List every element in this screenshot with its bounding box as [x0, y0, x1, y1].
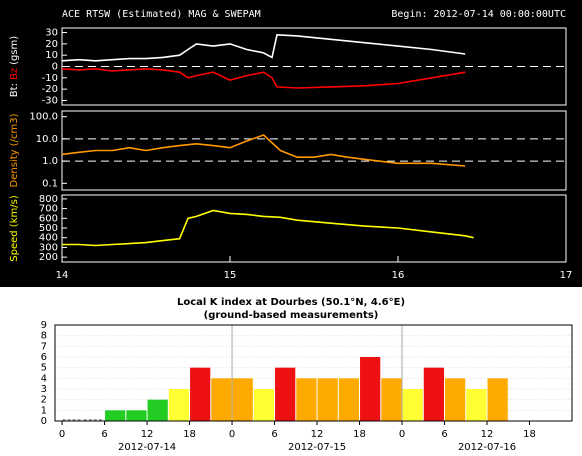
k-bar: [232, 378, 253, 421]
y-axis-label: Speed (km/s): [9, 195, 20, 262]
x-tick-label: 0: [59, 429, 65, 440]
date-label: 2012-07-14: [118, 442, 176, 453]
x-tick-label: 6: [101, 429, 107, 440]
y-tick-label: 5: [41, 363, 47, 374]
y-tick-label: 1: [41, 405, 47, 416]
panel-frame: [61, 110, 567, 191]
legend-entry: Bt:: [9, 83, 20, 97]
y-tick-label: 3: [41, 384, 47, 395]
y-tick-label: 200: [39, 252, 58, 263]
k-bar: [381, 378, 402, 421]
solar-wind-background: [0, 0, 582, 287]
k-bar: [126, 410, 147, 421]
y-tick-label: 400: [39, 233, 58, 244]
y-tick-label: 0: [52, 62, 58, 73]
k-bar: [275, 367, 296, 421]
k-bar: [423, 367, 445, 421]
k-bar: [317, 378, 338, 421]
x-tick-label: 6: [271, 429, 277, 440]
plot-frame: [54, 324, 573, 422]
x-tick-label: 12: [481, 429, 494, 440]
k-bar: [466, 389, 487, 421]
y-tick-label: 2: [41, 395, 47, 406]
y-tick-label: 6: [41, 352, 47, 363]
x-tick-label: 0: [399, 429, 405, 440]
y-tick-label: 4: [41, 373, 47, 384]
chart-title: Local K index at Dourbes (50.1°N, 4.6°E): [177, 297, 405, 308]
k-bar: [253, 389, 275, 421]
y-tick-label: 800: [39, 194, 58, 205]
data-line: [61, 33, 466, 62]
chart-subtitle: (ground-based measurements): [204, 310, 379, 321]
k-bar: [445, 378, 466, 421]
x-tick-label: 16: [392, 270, 405, 281]
x-tick-label: 12: [141, 429, 154, 440]
y-tick-label: 30: [45, 28, 58, 39]
y-axis-unit: (gsm): [9, 36, 20, 65]
y-tick-label: 7: [41, 341, 47, 352]
y-tick-label: 10.0: [36, 134, 58, 145]
k-bar: [487, 378, 508, 421]
y-tick-label: 0.1: [42, 178, 58, 189]
y-tick-label: 100.0: [29, 112, 58, 123]
date-label: 2012-07-15: [288, 442, 346, 453]
date-label: 2012-07-16: [458, 442, 516, 453]
k-bar: [147, 399, 168, 421]
y-tick-label: 10: [45, 50, 58, 61]
k-bar: [211, 378, 232, 421]
y-axis-label: Bt: Bz (gsm): [9, 36, 20, 97]
y-tick-label: 8: [41, 331, 47, 342]
x-tick-label: 0: [229, 429, 235, 440]
x-tick-label: 6: [441, 429, 447, 440]
y-tick-label: 20: [45, 39, 58, 50]
k-bar: [402, 389, 423, 421]
y-tick-label: -20: [42, 84, 58, 95]
data-line: [61, 67, 466, 89]
chart-title: ACE RTSW (Estimated) MAG & SWEPAM: [62, 9, 261, 20]
legend-entry: Bz: [9, 68, 20, 80]
y-tick-label: 500: [39, 223, 58, 234]
chart-subtitle: Begin: 2012-07-14 00:00:00UTC: [391, 9, 566, 20]
y-tick-label: 300: [39, 242, 58, 253]
x-tick-label: 12: [311, 429, 324, 440]
y-axis-label: Density (/cm3): [9, 113, 20, 187]
y-tick-label: 9: [41, 320, 47, 331]
y-tick-label: -10: [42, 73, 58, 84]
x-tick-label: 15: [224, 270, 237, 281]
k-bar: [168, 389, 190, 421]
x-tick-label: 17: [560, 270, 573, 281]
k-bar: [296, 378, 317, 421]
k-bar: [360, 357, 381, 421]
x-tick-label: 18: [523, 429, 536, 440]
x-tick-label: 14: [56, 270, 69, 281]
y-tick-label: 700: [39, 204, 58, 215]
y-tick-label: -30: [42, 95, 58, 106]
k-bar: [105, 410, 126, 421]
y-tick-label: 600: [39, 213, 58, 224]
x-tick-label: 18: [353, 429, 366, 440]
k-bar: [338, 378, 360, 421]
data-line: [62, 209, 474, 247]
k-bar: [190, 367, 211, 421]
x-tick-label: 18: [183, 429, 196, 440]
data-line: [61, 134, 466, 167]
y-tick-label: 0: [41, 416, 47, 427]
y-tick-label: 1.0: [42, 156, 58, 167]
